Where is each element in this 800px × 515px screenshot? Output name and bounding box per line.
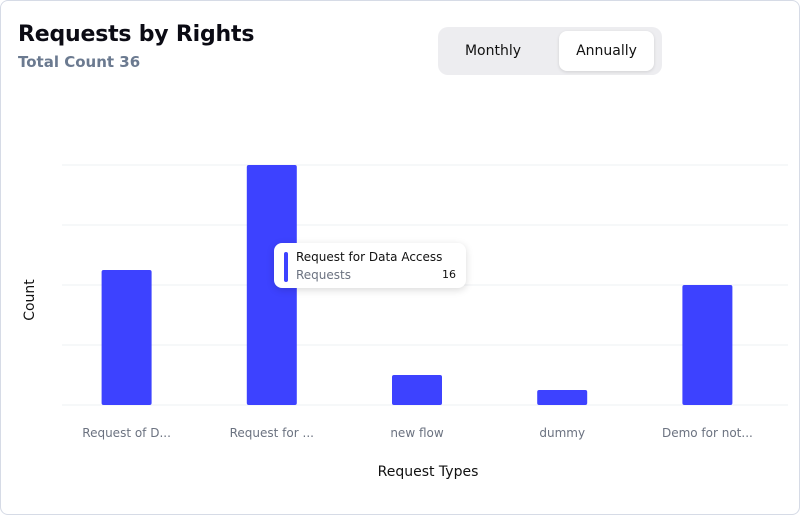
bar[interactable] (537, 390, 588, 405)
bar[interactable] (392, 375, 442, 405)
total-count: Total Count 36 (18, 53, 141, 71)
x-tick-label: Request for ... (230, 426, 314, 440)
x-tick-label: new flow (390, 426, 444, 440)
tooltip-value: 16 (442, 268, 456, 281)
chart-title: Requests by Rights (18, 22, 255, 47)
bar[interactable] (246, 165, 297, 405)
y-axis-title: Count (22, 279, 38, 321)
tooltip-series-name: Requests (296, 268, 351, 282)
period-toggle: Monthly Annually (438, 27, 662, 75)
x-tick-label: Request of D... (82, 426, 171, 440)
bar[interactable] (682, 285, 733, 405)
x-tick-labels: Request of D... Request for ... new flow du… (82, 426, 753, 440)
toggle-annually[interactable]: Annually (559, 31, 654, 71)
x-tick-label: Demo for not... (662, 426, 753, 440)
tooltip-series-marker (284, 252, 288, 282)
toggle-monthly[interactable]: Monthly (464, 43, 522, 59)
bar-tooltip: Request for Data Access Requests 16 (274, 243, 466, 288)
x-axis-title: Request Types (378, 464, 479, 480)
bars (101, 165, 733, 405)
tooltip-title: Request for Data Access (296, 250, 443, 264)
bar[interactable] (101, 270, 152, 405)
x-tick-label: dummy (539, 426, 585, 440)
